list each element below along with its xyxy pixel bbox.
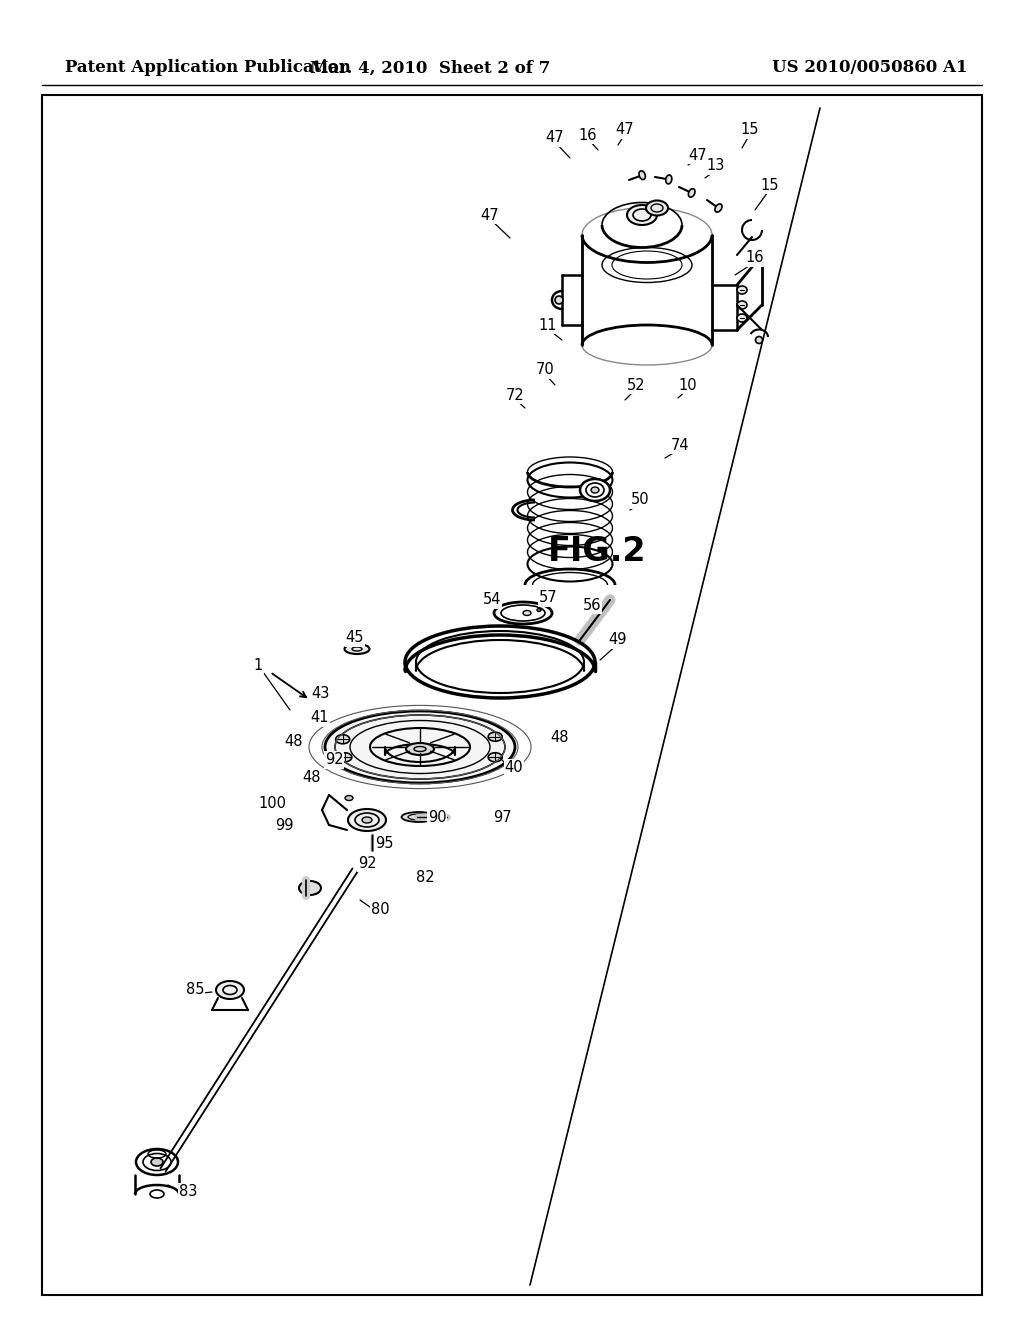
Text: 100: 100 [258,796,286,810]
Ellipse shape [580,479,610,502]
Text: 90: 90 [428,810,446,825]
Text: 48: 48 [551,730,569,746]
Ellipse shape [488,733,502,742]
Text: 10: 10 [679,378,697,392]
Ellipse shape [688,189,695,197]
Text: 70: 70 [536,363,554,378]
Ellipse shape [523,610,531,615]
Text: 40: 40 [505,760,523,776]
Text: 15: 15 [740,123,759,137]
Text: 49: 49 [608,632,628,648]
Ellipse shape [299,880,321,895]
Ellipse shape [488,752,502,762]
Ellipse shape [401,812,436,822]
Text: 82: 82 [416,870,434,886]
Text: 1: 1 [253,657,262,672]
Ellipse shape [325,711,515,783]
Text: 97: 97 [493,810,511,825]
Text: 50: 50 [631,492,649,507]
Text: 16: 16 [579,128,597,143]
Text: 41: 41 [310,710,330,726]
Ellipse shape [345,796,353,800]
Text: US 2010/0050860 A1: US 2010/0050860 A1 [772,59,968,77]
Text: 52: 52 [627,378,645,392]
Text: FIG.2: FIG.2 [548,536,646,568]
Ellipse shape [715,205,722,213]
Ellipse shape [344,644,370,653]
Text: 80: 80 [371,903,389,917]
Text: 15: 15 [761,177,779,193]
Ellipse shape [336,735,350,743]
Ellipse shape [537,609,541,611]
Text: 47: 47 [615,123,634,137]
Ellipse shape [737,286,746,294]
Text: 16: 16 [745,251,764,265]
Text: 83: 83 [179,1184,198,1200]
Text: 54: 54 [482,593,502,607]
Ellipse shape [666,176,672,183]
Text: 92: 92 [325,752,343,767]
Text: 45: 45 [346,631,365,645]
Ellipse shape [627,205,657,224]
Text: 95: 95 [375,836,393,850]
Ellipse shape [639,170,645,180]
Text: 92: 92 [357,855,376,870]
Text: 56: 56 [583,598,601,612]
Ellipse shape [406,743,434,755]
Text: 43: 43 [311,685,329,701]
Ellipse shape [737,301,746,309]
Text: Mar. 4, 2010  Sheet 2 of 7: Mar. 4, 2010 Sheet 2 of 7 [310,59,550,77]
Text: 47: 47 [546,131,564,145]
Text: 74: 74 [671,437,689,453]
Ellipse shape [555,296,563,304]
Text: Patent Application Publication: Patent Application Publication [65,59,351,77]
Ellipse shape [756,337,763,343]
Ellipse shape [216,981,244,999]
Ellipse shape [348,809,386,832]
Text: 99: 99 [274,817,293,833]
Text: 48: 48 [285,734,303,750]
Text: 85: 85 [185,982,204,998]
Ellipse shape [338,752,352,762]
Text: 11: 11 [539,318,557,333]
Ellipse shape [591,487,599,492]
Text: 48: 48 [303,771,322,785]
Text: 13: 13 [707,158,725,173]
Text: 47: 47 [689,148,708,162]
Ellipse shape [151,1158,163,1166]
Ellipse shape [737,314,746,322]
Text: 47: 47 [480,207,500,223]
Text: 57: 57 [539,590,557,606]
Text: 72: 72 [506,388,524,403]
Ellipse shape [362,817,372,822]
Ellipse shape [646,201,668,215]
